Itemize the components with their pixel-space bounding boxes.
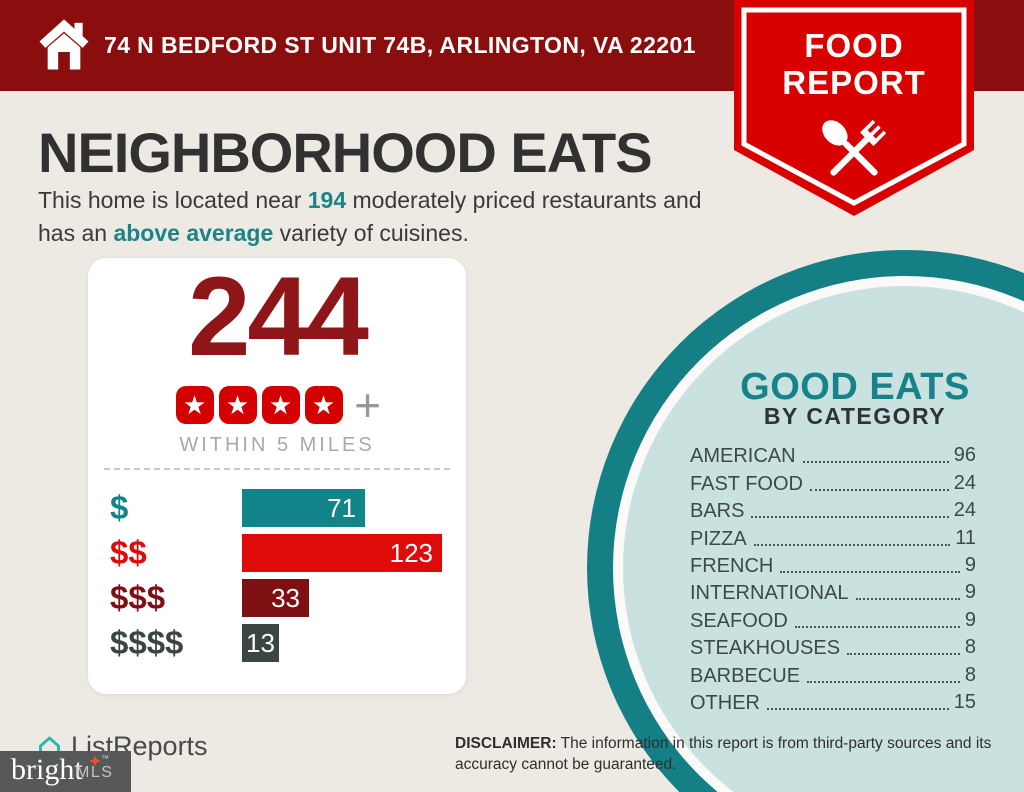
category-value: 15 — [953, 690, 976, 713]
dotted-leader — [794, 625, 960, 628]
page-title: NEIGHBORHOOD EATS — [38, 121, 653, 184]
property-address: 74 N BEDFORD ST UNIT 74B, ARLINGTON, VA … — [104, 32, 696, 58]
category-label: PIZZA — [690, 527, 747, 550]
category-row: BARBECUE 8 — [690, 660, 976, 687]
price-bar-chart: $71 $$ 123 $$$ 33 $$$$ 13 — [110, 489, 446, 669]
radius-label: WITHIN 5 MILES — [179, 434, 375, 456]
star-icon: ★ — [218, 386, 257, 424]
dotted-leader — [753, 543, 951, 546]
dotted-leader — [767, 707, 949, 710]
mls-wordmark: MLS — [76, 764, 114, 781]
category-row: STEAKHOUSES 8 — [690, 633, 976, 660]
price-bar-row: $71 — [110, 489, 446, 527]
badge-line1: FOOD — [804, 27, 903, 64]
category-value: 8 — [964, 663, 976, 686]
star-icon: ★ — [261, 386, 300, 424]
bar: 33 — [242, 579, 309, 617]
dotted-leader — [809, 488, 949, 491]
bar-value: 33 — [271, 582, 300, 613]
dotted-leader — [847, 653, 960, 656]
category-label: FRENCH — [690, 554, 774, 577]
category-row: PIZZA 11 — [690, 523, 976, 550]
category-value: 9 — [964, 553, 976, 576]
category-label: SEAFOOD — [690, 609, 788, 632]
star-icon: ★ — [175, 386, 214, 424]
intro-seg2: moderately priced restaurants and has an — [38, 187, 702, 246]
summary-card: 244 ★ ★ ★ ★ + WITHIN 5 MILES $71 $$ 123 $$$ 33 $… — [88, 258, 466, 694]
bar: 13 — [242, 624, 279, 662]
price-bar-row: $$ 123 — [110, 534, 446, 572]
category-row: FRENCH 9 — [690, 551, 976, 578]
bright-mls-logo: bright ™ MLS — [0, 751, 131, 792]
category-row: BARS 24 — [690, 496, 976, 523]
bar-value: 123 — [389, 537, 433, 568]
bar: 123 — [242, 534, 442, 572]
food-report-badge: FOOD REPORT — [734, 0, 974, 216]
dotted-leader — [855, 598, 960, 601]
intro-seg3: variety of cuisines. — [273, 220, 469, 246]
stars-row: ★ ★ ★ ★ + — [88, 379, 466, 431]
star-rating: ★ ★ ★ ★ — [173, 386, 345, 424]
good-eats-title: GOOD EATS — [740, 366, 970, 408]
category-label: STEAKHOUSES — [690, 637, 841, 660]
dotted-leader — [807, 680, 960, 683]
category-row: AMERICAN 96 — [690, 441, 976, 468]
trademark-symbol: ™ — [101, 754, 109, 763]
category-value: 24 — [953, 499, 976, 522]
disclaimer-text: The information in this report is from t… — [455, 735, 992, 773]
good-eats-subtitle: BY CATEGORY — [763, 403, 947, 429]
category-label: AMERICAN — [690, 445, 796, 468]
total-restaurant-count: 244 — [188, 254, 369, 379]
category-row: SEAFOOD 9 — [690, 605, 976, 632]
crossed-utensils-icon — [822, 119, 887, 176]
price-bar-row: $$$$ 13 — [110, 624, 446, 662]
category-label: OTHER — [690, 691, 760, 714]
badge-line2: REPORT — [782, 64, 926, 101]
plus-icon: + — [354, 379, 381, 431]
category-row: OTHER 15 — [690, 688, 976, 715]
restaurant-count: 194 — [307, 187, 347, 213]
price-tier-label: $ — [110, 489, 129, 526]
category-value: 9 — [964, 581, 976, 604]
category-value: 24 — [953, 471, 976, 494]
dotted-leader — [802, 461, 949, 464]
price-tier-label: $$ — [110, 534, 147, 571]
category-row: FAST FOOD 24 — [690, 468, 976, 495]
dotted-leader — [751, 516, 949, 519]
price-tier-label: $$$ — [110, 579, 166, 616]
price-bar-row: $$$ 33 — [110, 579, 446, 617]
category-label: INTERNATIONAL — [690, 582, 849, 605]
bar: 71 — [242, 489, 365, 527]
star-icon: ★ — [304, 386, 343, 424]
dotted-leader — [780, 570, 960, 573]
category-value: 96 — [953, 444, 976, 467]
category-value: 8 — [964, 636, 976, 659]
intro-text: This home is located near 194 moderately… — [38, 184, 738, 250]
category-label: FAST FOOD — [690, 472, 803, 495]
category-label: BARS — [690, 500, 745, 523]
category-list: AMERICAN 96 FAST FOOD 24 BARS 24 PIZZA 11 FRENCH… — [690, 441, 976, 715]
dashed-divider — [104, 468, 450, 470]
price-tier-label: $$$$ — [110, 624, 184, 661]
bar-value: 71 — [327, 492, 356, 523]
category-value: 9 — [964, 608, 976, 631]
home-icon — [39, 19, 89, 70]
category-value: 11 — [955, 526, 976, 549]
disclaimer: DISCLAIMER: The information in this repo… — [455, 733, 995, 775]
bar-value: 13 — [246, 627, 275, 658]
sparkle-icon — [89, 755, 101, 767]
category-row: INTERNATIONAL 9 — [690, 578, 976, 605]
category-label: BARBECUE — [690, 664, 801, 687]
intro-highlight: above average — [113, 220, 274, 246]
bright-wordmark: bright — [11, 753, 83, 786]
disclaimer-label: DISCLAIMER: — [455, 735, 557, 752]
intro-seg1: This home is located near — [38, 187, 308, 213]
